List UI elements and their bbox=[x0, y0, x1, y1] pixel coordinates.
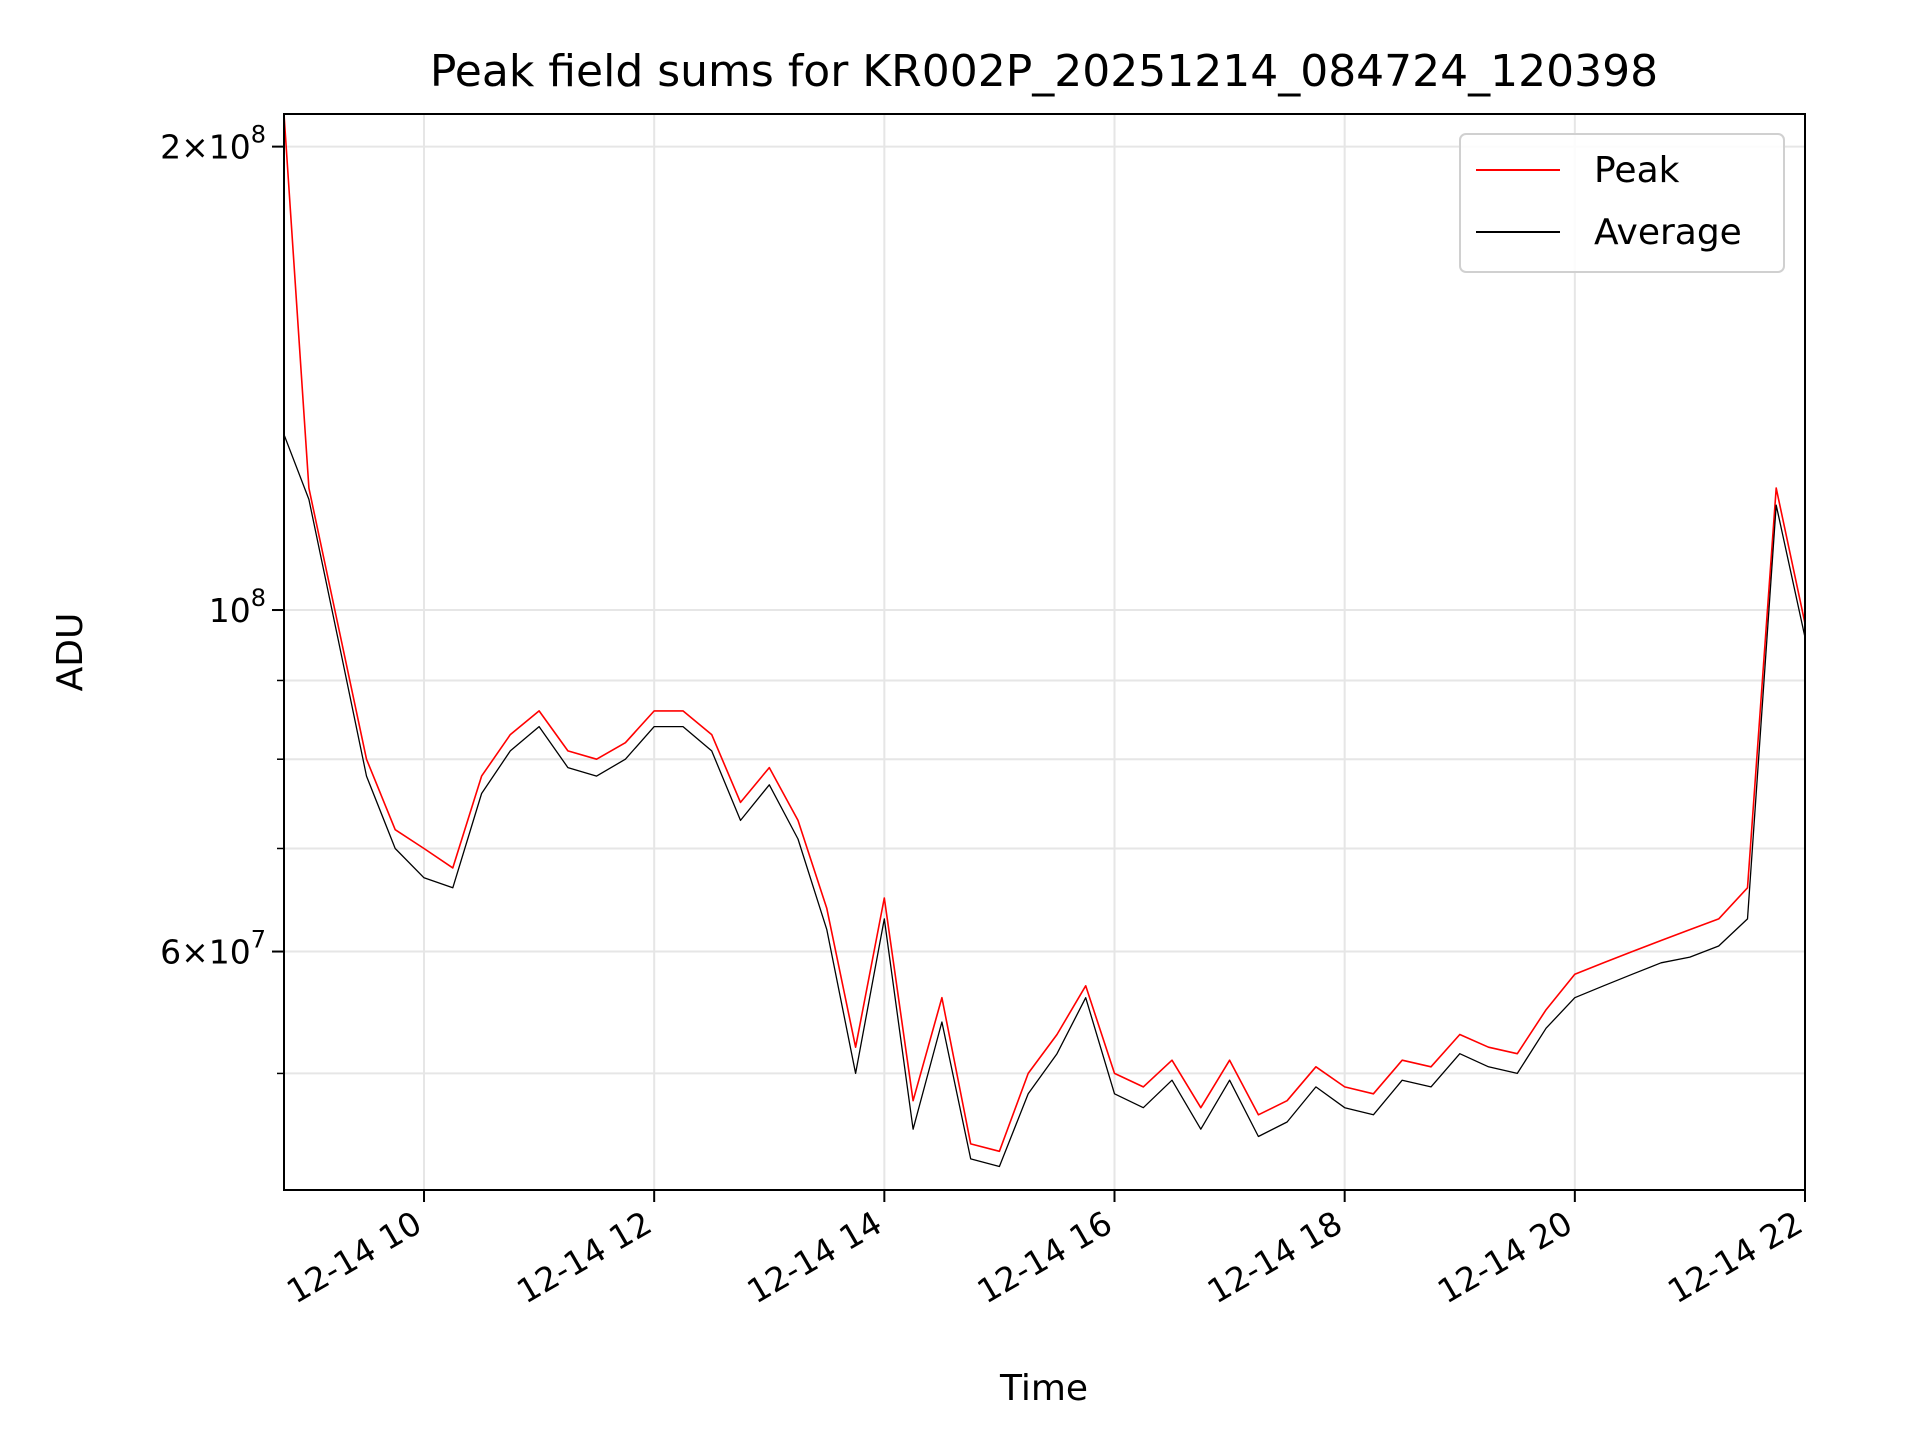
y-tick-exponent: 7 bbox=[251, 926, 266, 954]
series-line-average bbox=[284, 434, 1805, 1168]
y-tick-exponent: 8 bbox=[251, 584, 266, 612]
series-line-peak bbox=[284, 114, 1805, 1153]
series-lines bbox=[284, 114, 1805, 1168]
y-tick-times: × bbox=[181, 128, 209, 167]
y-tick-exponent: 8 bbox=[251, 121, 266, 149]
chart-title: Peak field sums for KR002P_20251214_0847… bbox=[430, 46, 1658, 97]
y-tick-label: 108 bbox=[209, 584, 266, 630]
y-axis-label: ADU bbox=[50, 613, 91, 692]
legend-average-label: Average bbox=[1594, 212, 1742, 253]
legend-peak-label: Peak bbox=[1594, 150, 1680, 191]
y-tick-base: 10 bbox=[209, 591, 251, 630]
y-tick-base: 10 bbox=[209, 933, 251, 972]
legend-box bbox=[1459, 133, 1785, 273]
y-tick-base: 10 bbox=[209, 128, 251, 167]
plot-frame bbox=[283, 113, 1806, 1191]
x-axis-label: Time bbox=[999, 1368, 1088, 1409]
y-tick-label: 2×108 bbox=[160, 121, 266, 167]
y-tick-mantissa: 2 bbox=[160, 128, 181, 167]
y-tick-times: × bbox=[181, 933, 209, 972]
legend: Peak Average bbox=[1459, 133, 1785, 273]
y-tick-mantissa: 6 bbox=[160, 933, 181, 972]
grid-lines bbox=[284, 114, 1806, 1190]
y-tick-label: 6×107 bbox=[160, 926, 266, 972]
